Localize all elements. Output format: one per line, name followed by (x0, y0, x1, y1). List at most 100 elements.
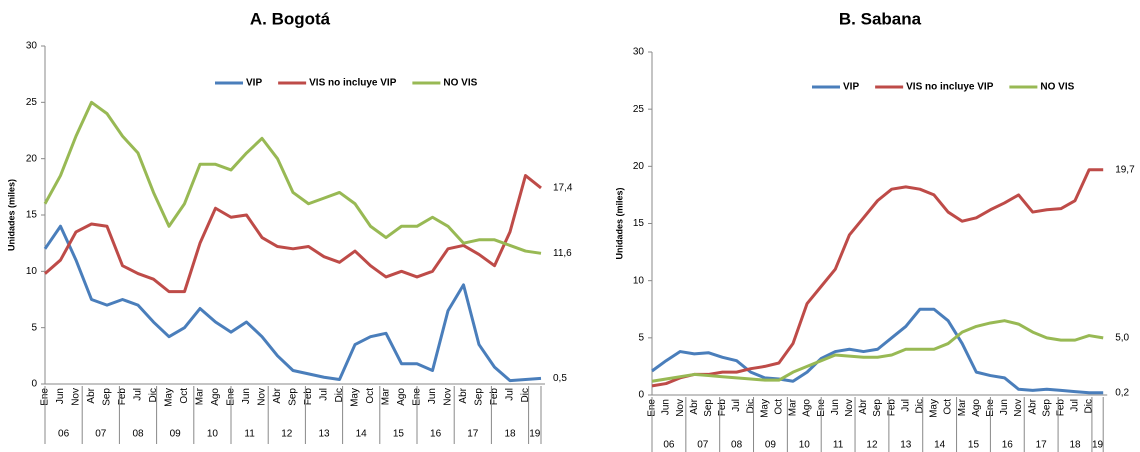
series-line (43, 100, 542, 255)
x-group-label: 12 (866, 440, 878, 451)
series-line (651, 319, 1104, 383)
y-axis-label: Unidades (miles) (6, 179, 16, 251)
legend-label: VIP (843, 82, 859, 93)
x-group-label: 10 (207, 429, 219, 440)
y-tick-label: 15 (633, 218, 645, 229)
x-tick-label: Sep (474, 388, 485, 406)
end-label: 11,6 (553, 248, 572, 259)
x-tick-label: Oct (943, 399, 954, 415)
y-tick-label: 30 (633, 47, 645, 58)
x-tick-label: Jun (830, 399, 841, 415)
x-group-label: 17 (1036, 440, 1048, 451)
x-tick-label: May (929, 399, 940, 418)
x-tick-label: Jun (427, 388, 438, 404)
x-group-label: 13 (900, 440, 912, 451)
x-group-label: 16 (430, 429, 442, 440)
x-group-label: 19 (529, 429, 541, 440)
x-group-label: 09 (765, 440, 777, 451)
x-tick-label: Mar (195, 387, 206, 405)
x-group-label: 15 (968, 440, 980, 451)
x-group-label: 16 (1002, 440, 1014, 451)
x-tick-label: Dic (148, 388, 159, 402)
series-line (43, 224, 542, 383)
end-label: 0,2 (1115, 387, 1129, 398)
x-tick-label: Nov (675, 399, 686, 417)
x-group-label: 18 (504, 429, 516, 440)
series-line (651, 307, 1104, 395)
x-tick-label: Feb (886, 399, 897, 417)
y-tick-label: 20 (26, 153, 38, 164)
x-group-label: 11 (833, 440, 844, 451)
x-tick-label: Sep (872, 399, 883, 417)
series-line (44, 174, 542, 294)
x-tick-label: Abr (458, 387, 469, 403)
x-tick-label: Abr (858, 398, 869, 414)
x-group-label: 12 (281, 429, 293, 440)
x-tick-label: Oct (179, 388, 190, 404)
series-line (651, 168, 1104, 388)
x-tick-label: Jun (55, 388, 66, 404)
x-tick-label: Abr (689, 398, 700, 414)
x-tick-label: Ago (396, 388, 407, 406)
x-tick-label: Jul (133, 388, 144, 401)
x-tick-label: Jul (319, 388, 330, 401)
legend-label: VIS no incluye VIP (309, 78, 397, 89)
x-group-label: 11 (244, 429, 255, 440)
y-tick-label: 25 (633, 104, 645, 115)
x-group-label: 07 (95, 429, 107, 440)
x-tick-label: Dic (1084, 399, 1095, 413)
x-tick-label: Nov (443, 388, 454, 406)
x-tick-label: May (350, 388, 361, 407)
x-tick-label: Jun (661, 399, 672, 415)
x-tick-label: Mar (788, 398, 799, 416)
y-tick-label: 0 (31, 379, 37, 390)
legend-label: VIS no incluye VIP (906, 82, 994, 93)
x-tick-label: Feb (1056, 399, 1067, 417)
x-group-label: 19 (1092, 440, 1104, 451)
x-tick-label: May (164, 388, 175, 407)
y-tick-label: 15 (26, 210, 38, 221)
x-tick-label: Ago (802, 399, 813, 417)
end-label: 5,0 (1115, 332, 1129, 343)
x-tick-label: Sep (102, 388, 113, 406)
x-group-label: 17 (467, 429, 479, 440)
x-tick-label: Jul (1070, 399, 1081, 412)
y-tick-label: 30 (26, 41, 38, 52)
y-tick-label: 10 (26, 266, 38, 277)
x-group-label: 08 (132, 429, 144, 440)
end-label: 17,4 (553, 183, 573, 194)
x-tick-label: Sep (703, 399, 714, 417)
x-group-label: 14 (356, 429, 368, 440)
x-tick-label: Abr (86, 387, 97, 403)
x-tick-label: Oct (774, 399, 785, 415)
x-tick-label: Jun (999, 399, 1010, 415)
x-tick-label: Feb (117, 388, 128, 406)
x-group-label: 15 (393, 429, 405, 440)
chart-title: A. Bogotá (250, 9, 331, 28)
x-tick-label: Nov (71, 388, 82, 406)
legend-label: NO VIS (1040, 82, 1074, 93)
x-tick-label: Jul (505, 388, 516, 401)
x-tick-label: Sep (1041, 399, 1052, 417)
x-tick-label: Mar (381, 387, 392, 405)
y-tick-label: 0 (638, 390, 644, 401)
x-group-label: 07 (697, 440, 709, 451)
y-axis-label: Unidades (miles) (614, 187, 624, 259)
end-label: 0,5 (553, 373, 567, 384)
x-group-label: 10 (799, 440, 811, 451)
legend-label: VIP (246, 78, 262, 89)
y-tick-label: 5 (638, 332, 644, 343)
legend-label: NO VIS (443, 78, 477, 89)
x-tick-label: Jul (731, 399, 742, 412)
x-group-label: 09 (170, 429, 182, 440)
x-tick-label: Dic (334, 388, 345, 402)
x-group-label: 18 (1069, 440, 1081, 451)
x-group-label: 14 (934, 440, 946, 451)
x-tick-label: Feb (303, 388, 314, 406)
x-tick-label: Sep (288, 388, 299, 406)
x-tick-label: Ago (971, 399, 982, 417)
x-tick-label: Nov (1013, 399, 1024, 417)
x-group-label: 08 (731, 440, 743, 451)
y-tick-label: 5 (31, 322, 37, 333)
